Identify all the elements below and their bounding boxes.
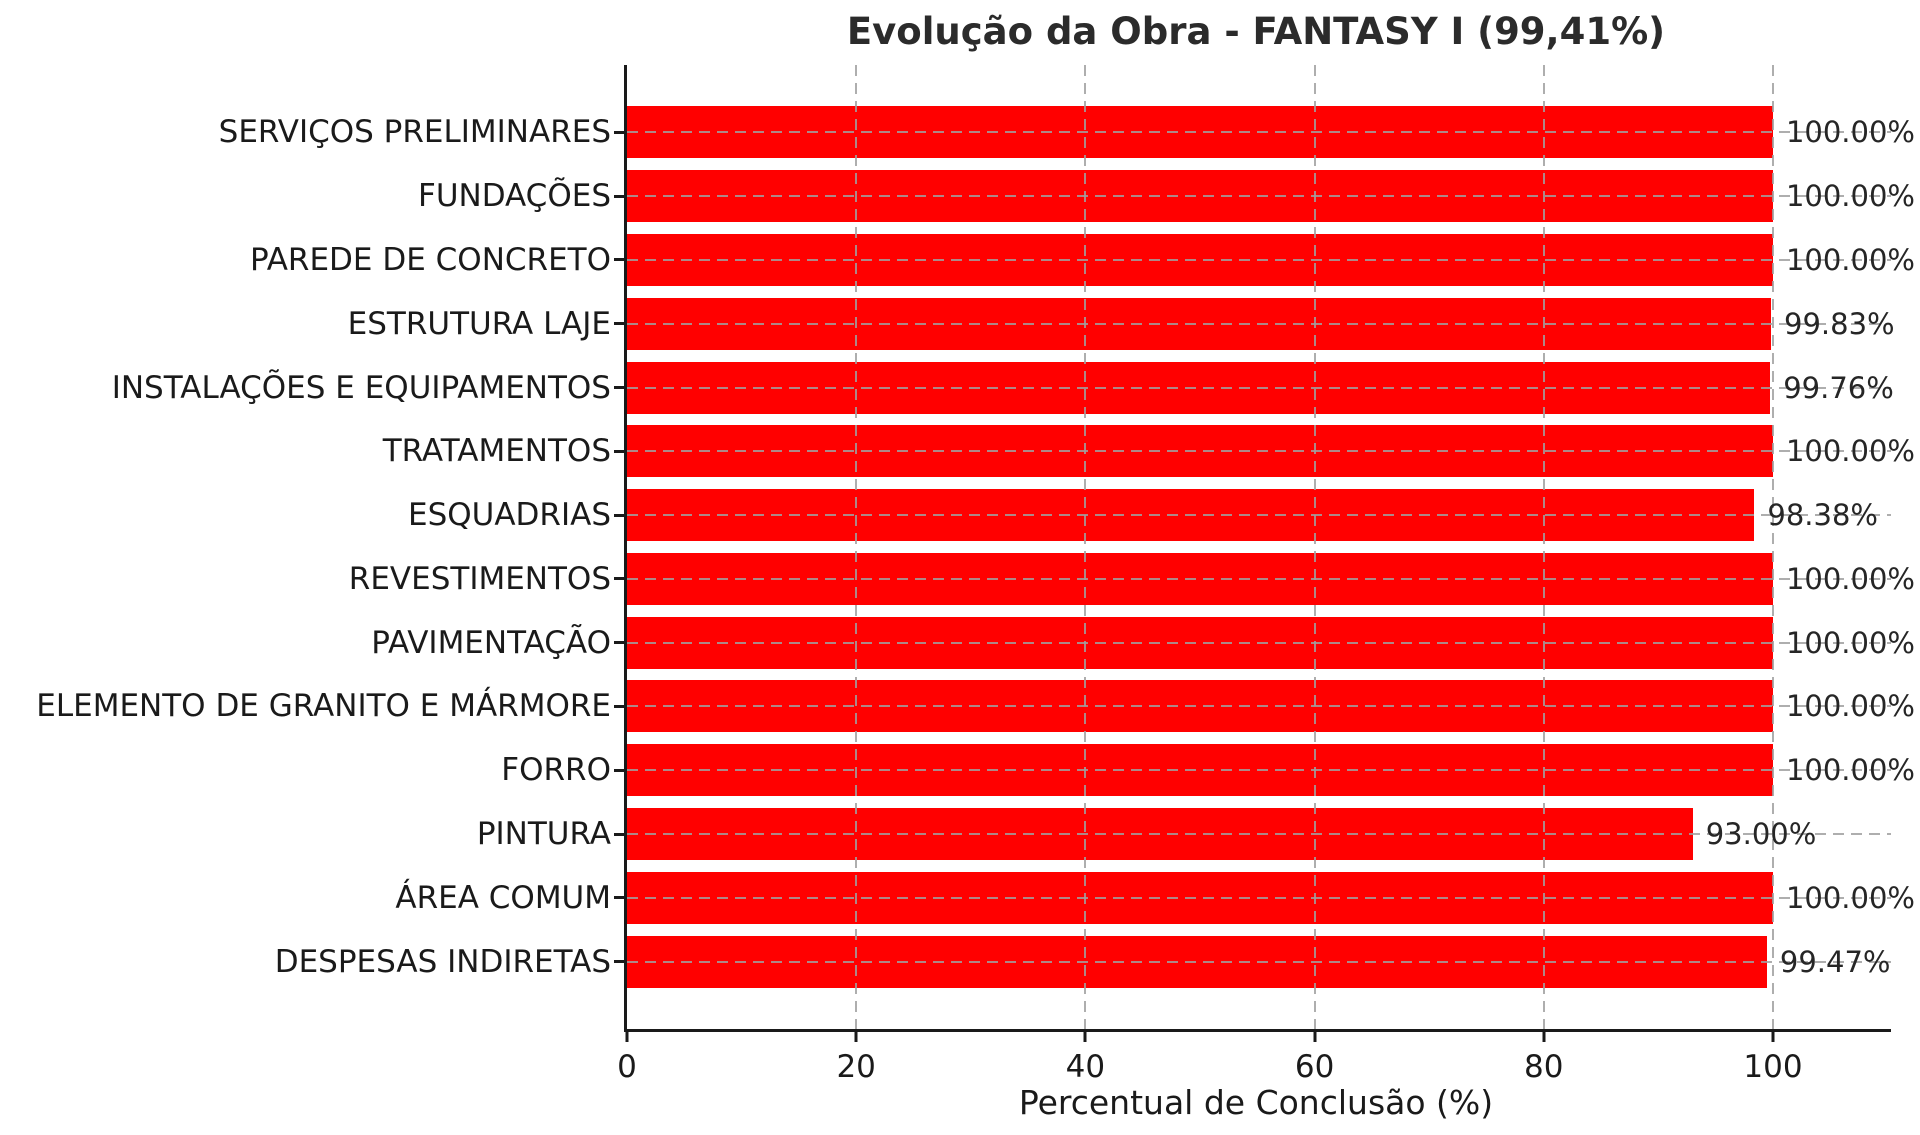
- y-tick: [614, 704, 627, 708]
- category-label: REVESTIMENTOS: [348, 560, 611, 597]
- value-label: 99.83%: [1784, 306, 1895, 341]
- value-label: 93.00%: [1705, 817, 1817, 852]
- category-label: ÁREA COMUM: [395, 879, 611, 916]
- h-gridline: [627, 258, 1891, 261]
- y-tick: [614, 641, 627, 645]
- x-tick-label: 40: [1065, 1049, 1106, 1085]
- plot-area: 0 20 40 60 80 100 SERVIÇOS PRELIMINARES 100.00%…: [36, 65, 1915, 1085]
- value-label: 99.47%: [1779, 944, 1891, 979]
- h-gridline: [627, 195, 1891, 198]
- value-label: 100.00%: [1785, 689, 1915, 724]
- x-tick: [1542, 1029, 1546, 1042]
- y-tick: [614, 832, 627, 836]
- y-tick: [614, 768, 627, 772]
- category-label: ESQUADRIAS: [408, 497, 611, 534]
- value-label: 100.00%: [1785, 179, 1915, 214]
- h-gridline: [627, 769, 1891, 772]
- v-gridline: [1084, 65, 1087, 1029]
- category-label: PAVIMENTAÇÃO: [371, 624, 611, 661]
- v-gridline: [1771, 65, 1774, 1029]
- y-tick: [614, 258, 627, 262]
- category-label: INSTALAÇÕES E EQUIPAMENTOS: [111, 369, 611, 406]
- h-gridline: [627, 131, 1891, 134]
- x-tick: [1771, 1029, 1775, 1042]
- x-tick: [854, 1029, 858, 1042]
- category-label: PINTURA: [476, 816, 611, 853]
- v-gridline: [1542, 65, 1545, 1029]
- h-gridline: [627, 577, 1891, 580]
- x-tick: [1083, 1029, 1087, 1042]
- category-label: PAREDE DE CONCRETO: [249, 241, 611, 278]
- x-tick: [625, 1029, 629, 1042]
- v-gridline: [1313, 65, 1316, 1029]
- h-gridline: [627, 450, 1891, 453]
- h-gridline: [627, 514, 1891, 517]
- category-label: ELEMENTO DE GRANITO E MÁRMORE: [36, 688, 611, 725]
- category-label: ESTRUTURA LAJE: [347, 305, 611, 342]
- value-label: 100.00%: [1785, 115, 1915, 150]
- h-gridline: [627, 705, 1891, 708]
- h-gridline: [627, 960, 1891, 963]
- y-tick: [614, 322, 627, 326]
- x-tick-label: 0: [617, 1049, 637, 1085]
- h-gridline: [627, 833, 1891, 836]
- h-gridline: [627, 896, 1891, 899]
- chart-title: Evolução da Obra - FANTASY I (99,41%): [846, 10, 1666, 53]
- value-label: 100.00%: [1785, 880, 1915, 915]
- value-label: 100.00%: [1785, 753, 1915, 788]
- y-tick: [614, 513, 627, 517]
- x-tick-label: 100: [1743, 1049, 1803, 1085]
- category-label: TRATAMENTOS: [382, 433, 611, 470]
- value-label: 100.00%: [1785, 242, 1915, 277]
- y-tick: [614, 386, 627, 390]
- x-tick: [1313, 1029, 1317, 1042]
- category-label: FORRO: [501, 752, 611, 789]
- y-tick: [614, 130, 627, 134]
- y-tick: [614, 194, 627, 198]
- x-tick-label: 20: [836, 1049, 876, 1085]
- value-label: 100.00%: [1785, 625, 1915, 660]
- v-gridline: [855, 65, 858, 1029]
- value-label: 98.38%: [1767, 498, 1878, 533]
- category-label: SERVIÇOS PRELIMINARES: [218, 114, 611, 151]
- value-label: 100.00%: [1785, 434, 1915, 469]
- y-tick: [614, 449, 627, 453]
- h-gridline: [627, 641, 1891, 644]
- value-label: 100.00%: [1785, 561, 1915, 596]
- h-gridline: [627, 322, 1891, 325]
- category-label: DESPESAS INDIRETAS: [274, 943, 611, 980]
- y-tick: [614, 960, 627, 964]
- value-label: 99.76%: [1783, 370, 1894, 405]
- x-tick-label: 80: [1524, 1049, 1564, 1085]
- x-axis-label: Percentual de Conclusão (%): [1018, 1083, 1494, 1122]
- category-label: FUNDAÇÕES: [417, 178, 611, 215]
- y-tick: [614, 896, 627, 900]
- h-gridline: [627, 386, 1891, 389]
- x-tick-label: 60: [1294, 1049, 1335, 1085]
- y-tick: [614, 577, 627, 581]
